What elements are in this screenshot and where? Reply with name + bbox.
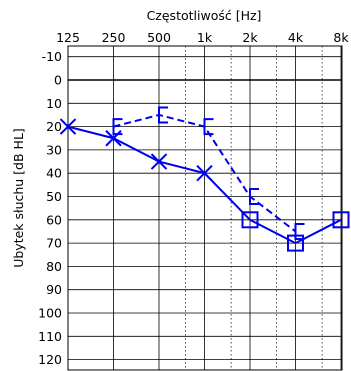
x-tick-label: 125	[56, 30, 80, 45]
x-tick-label: 1k	[197, 30, 213, 45]
x-tick-label: 250	[102, 30, 126, 45]
y-tick-label: -10	[42, 49, 62, 64]
chart-title: Częstotliwość [Hz]	[147, 8, 262, 23]
marker-bracket	[203, 118, 214, 136]
y-axis-label: Ubytek słuchu [dB HL]	[11, 128, 26, 268]
y-tick-label: 50	[46, 189, 62, 204]
marker-bracket	[158, 106, 168, 124]
marker-bracket	[112, 118, 123, 136]
plot-frame	[67, 45, 343, 371]
x-tick-label: 4k	[288, 30, 304, 45]
y-tick-label: 0	[54, 73, 62, 88]
marker-x	[59, 118, 77, 135]
y-tick-label: 60	[46, 212, 62, 227]
grid	[67, 45, 343, 371]
tick-labels: -10 0 10 20 30 40 50 60 70 80 90 100 110 120 125 250 500…	[38, 30, 349, 367]
marker-x-stroke	[196, 164, 213, 182]
y-tick-label: 10	[46, 96, 62, 111]
y-tick-label: 30	[46, 142, 62, 157]
marker-square	[287, 234, 304, 252]
marker-square	[332, 211, 350, 229]
plot-series	[59, 106, 350, 252]
y-tick-label: 110	[38, 329, 62, 344]
y-tick-label: 100	[38, 306, 62, 321]
y-tick-label: 40	[46, 166, 62, 181]
marker-x	[150, 153, 168, 170]
marker-x	[196, 164, 213, 182]
y-tick-label: 70	[46, 236, 62, 251]
x-tick-label: 8k	[333, 30, 349, 45]
marker-bracket	[249, 188, 259, 205]
marker-x-stroke	[150, 153, 168, 170]
y-tick-label: 90	[46, 282, 62, 297]
marker-bracket	[294, 222, 305, 240]
marker-square	[241, 211, 259, 229]
y-tick-label: 80	[46, 259, 62, 274]
x-tick-label: 500	[147, 30, 171, 45]
x-tick-label: 2k	[242, 30, 258, 45]
marker-x-stroke	[59, 118, 77, 135]
y-tick-label: 120	[38, 352, 62, 367]
y-tick-label: 20	[46, 119, 62, 134]
